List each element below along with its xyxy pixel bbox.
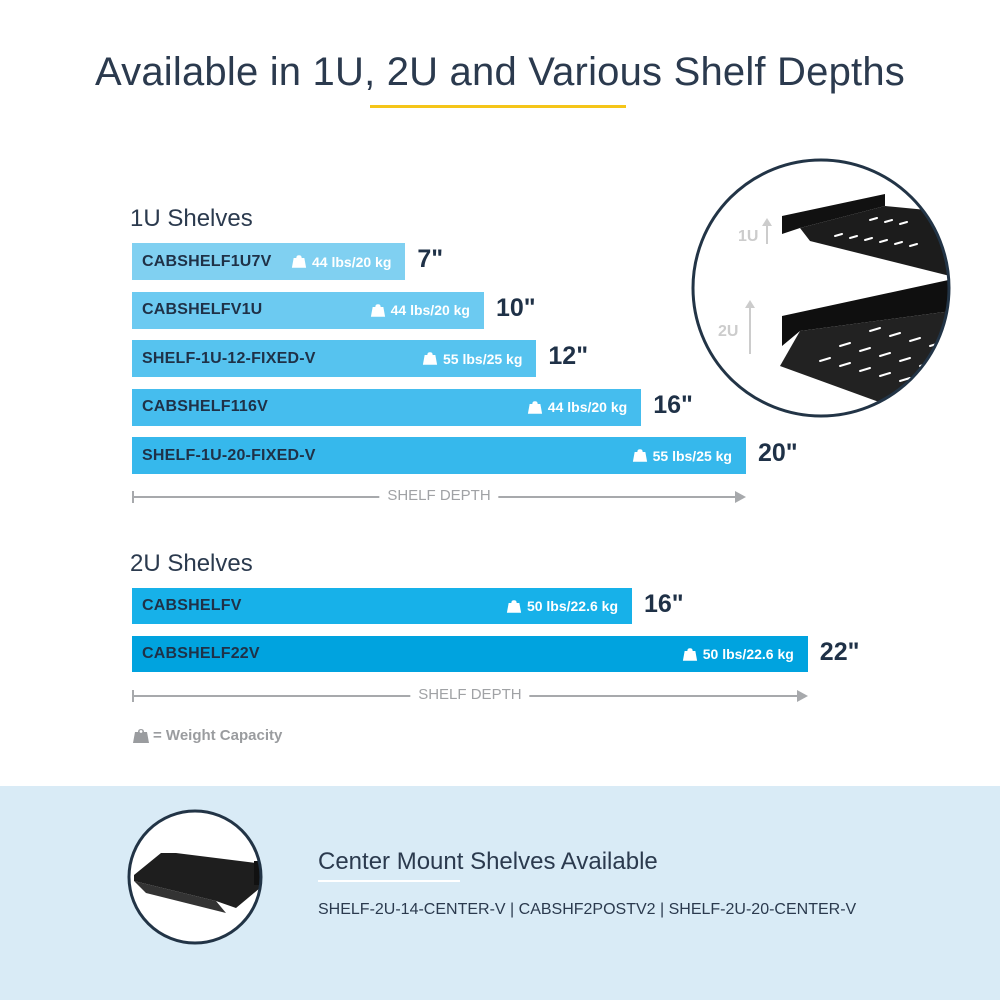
weight-label: 55 lbs/25 kg xyxy=(652,447,732,464)
bar-label: CABSHELF116V xyxy=(142,398,268,415)
legend: = Weight Capacity xyxy=(132,727,282,744)
depth-label: 12" xyxy=(548,342,589,370)
title-underline xyxy=(370,105,626,108)
weight-capacity: 44 lbs/20 kg xyxy=(370,302,470,318)
depth-label: 22" xyxy=(819,638,860,666)
weight-icon xyxy=(370,303,386,318)
bar: SHELF-1U-20-FIXED-V 55 lbs/25 kg xyxy=(132,437,746,474)
weight-capacity: 55 lbs/25 kg xyxy=(632,448,732,464)
center-mount-photo xyxy=(127,809,263,945)
weight-icon xyxy=(506,599,522,614)
weight-capacity: 50 lbs/22.6 kg xyxy=(682,646,794,662)
weight-capacity: 55 lbs/25 kg xyxy=(422,351,522,367)
weight-icon xyxy=(133,728,149,743)
shelf-depth-axis: SHELF DEPTH xyxy=(132,487,746,505)
legend-label: = Weight Capacity xyxy=(153,727,283,744)
shelf-photo: 1U 2U xyxy=(691,158,951,418)
bar-label: CABSHELF1U7V xyxy=(142,252,272,270)
weight-label: 44 lbs/20 kg xyxy=(390,302,470,318)
depth-label: 20" xyxy=(758,439,798,467)
center-mount-underline xyxy=(318,880,460,882)
depth-label: 10" xyxy=(496,293,536,322)
axis-label: SHELF DEPTH xyxy=(410,686,530,703)
photo-label-1u: 1U xyxy=(738,228,758,245)
depth-label: 16" xyxy=(653,390,693,419)
weight-label: 50 lbs/22.6 kg xyxy=(702,646,794,662)
bar: CABSHELF1U7V 44 lbs/20 kg xyxy=(132,243,406,280)
arrow-icon xyxy=(796,690,808,702)
bar: CABSHELF116V 44 lbs/20 kg xyxy=(132,388,642,426)
weight-capacity: 44 lbs/20 kg xyxy=(527,399,627,415)
weight-icon xyxy=(422,351,438,366)
bar: CABSHELF22V 50 lbs/22.6 kg xyxy=(132,636,808,672)
depth-label: 7" xyxy=(417,245,444,273)
weight-icon xyxy=(632,448,648,463)
bar-label: CABSHELFV1U xyxy=(142,301,263,318)
bar-label: SHELF-1U-20-FIXED-V xyxy=(142,446,316,464)
weight-label: 55 lbs/25 kg xyxy=(443,350,523,367)
bar: CABSHELFV 50 lbs/22.6 kg xyxy=(132,588,632,624)
center-mount-title: Center Mount Shelves Available xyxy=(318,848,658,875)
axis-label: SHELF DEPTH xyxy=(379,487,499,504)
photo-label-2u: 2U xyxy=(718,323,738,340)
depth-label: 16" xyxy=(644,590,684,618)
weight-label: 44 lbs/20 kg xyxy=(547,399,628,415)
section-title-1u: 1U Shelves xyxy=(130,205,253,232)
bar: SHELF-1U-12-FIXED-V 55 lbs/25 kg xyxy=(132,340,537,377)
bar-label: CABSHELFV xyxy=(142,597,242,614)
weight-capacity: 44 lbs/20 kg xyxy=(291,254,391,270)
bar-label: CABSHELF22V xyxy=(142,645,260,662)
weight-icon xyxy=(682,647,698,662)
weight-capacity: 50 lbs/22.6 kg xyxy=(506,598,618,614)
shelf-depth-axis: SHELF DEPTH xyxy=(132,686,808,704)
weight-label: 44 lbs/20 kg xyxy=(312,253,392,270)
page-title: Available in 1U, 2U and Various Shelf De… xyxy=(94,50,905,94)
bar-label: SHELF-1U-12-FIXED-V xyxy=(142,349,316,367)
bar: CABSHELFV1U 44 lbs/20 kg xyxy=(132,291,484,329)
weight-icon xyxy=(291,254,307,269)
arrow-icon xyxy=(735,491,746,503)
weight-icon xyxy=(527,400,543,415)
section-title-2u: 2U Shelves xyxy=(130,550,253,577)
weight-label: 50 lbs/22.6 kg xyxy=(526,598,618,614)
center-mount-models: SHELF-2U-14-CENTER-V | CABSHF2POSTV2 | S… xyxy=(318,901,857,918)
